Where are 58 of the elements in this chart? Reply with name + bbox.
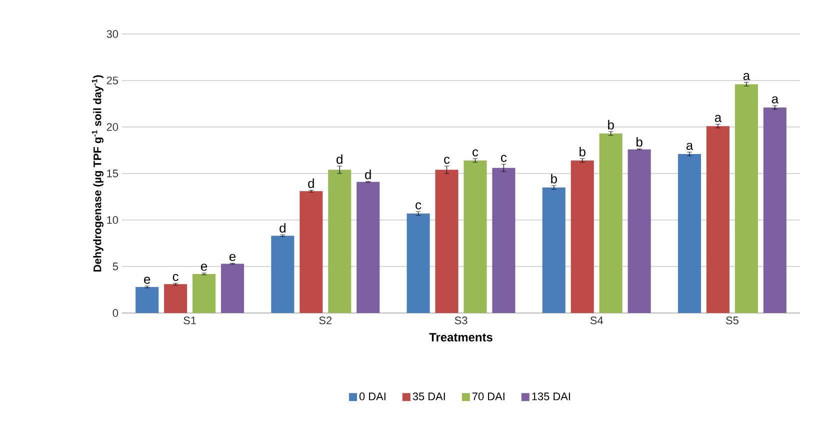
data-label: b (551, 174, 557, 184)
x-tick-label: S4 (590, 316, 603, 324)
data-label: d (336, 154, 342, 164)
data-label: e (144, 276, 150, 284)
bar (706, 126, 730, 313)
legend-label: 70 DAI (472, 392, 504, 400)
data-label: a (743, 73, 750, 80)
data-label: c (472, 149, 478, 156)
bar (734, 84, 758, 313)
y-tick-label: 30 (106, 30, 118, 38)
data-label: d (280, 223, 286, 233)
data-label: b (580, 146, 586, 156)
y-tick-label: 15 (107, 170, 118, 178)
legend-label: 0 DAI (359, 392, 386, 400)
data-label: a (772, 96, 779, 104)
bar (136, 286, 159, 313)
data-label: d (365, 170, 371, 180)
bar (356, 182, 380, 313)
data-label: d (308, 178, 314, 188)
y-tick-label: 0 (112, 309, 118, 317)
data-label: b (636, 137, 642, 147)
data-label: c (416, 202, 422, 210)
x-tick-label: S2 (319, 316, 332, 324)
x-tick-label: S3 (454, 316, 468, 324)
data-label: b (608, 120, 614, 130)
x-tick-label: S1 (184, 316, 196, 324)
x-axis-title: Treatments (429, 333, 492, 342)
bar (599, 134, 622, 313)
bar (492, 168, 516, 313)
legend-label: 135 DAI (532, 392, 570, 400)
bar (435, 170, 458, 313)
y-tick-label: 25 (106, 76, 118, 84)
data-label: c (501, 154, 507, 162)
y-axis-title: Dehydrogenase (µg TPF g$^{-1}$ soil day$^{-1}$) (92, 75, 104, 272)
y-tick-label: 10 (107, 216, 118, 224)
data-label: a (686, 142, 694, 150)
bar (570, 160, 594, 313)
bar (678, 154, 702, 313)
bar (542, 187, 566, 313)
data-label: e (200, 264, 208, 271)
data-label: c (172, 274, 178, 282)
bar (328, 170, 352, 313)
bar (271, 236, 294, 313)
legend-label: 35 DAI (412, 392, 445, 400)
bar (164, 284, 188, 313)
data-label: a (714, 114, 722, 122)
x-tick-label: S5 (726, 316, 738, 324)
bar (628, 149, 651, 313)
y-tick-label: 20 (106, 123, 118, 131)
data-label: e (229, 254, 236, 262)
bar (406, 213, 430, 313)
bar (300, 191, 323, 313)
y-tick-label: 5 (112, 262, 118, 270)
bar (464, 160, 487, 313)
data-label: c (444, 156, 450, 164)
bar (763, 107, 786, 313)
bar (192, 274, 216, 313)
bar (220, 264, 244, 313)
